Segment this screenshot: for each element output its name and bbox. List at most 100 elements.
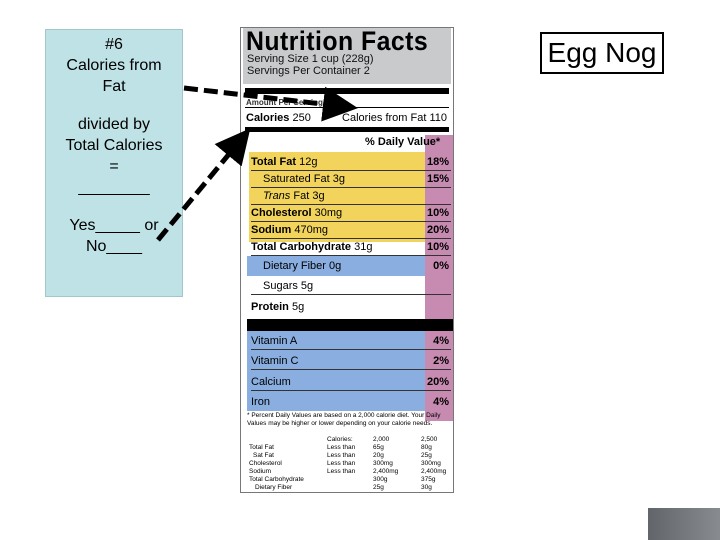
servings-per-container: Servings Per Container 2 <box>247 65 370 77</box>
nutrient-amount: 31g <box>354 241 373 253</box>
table-cell: Total Fat <box>249 444 274 451</box>
calories-row: Calories 250 Calories from Fat 110 <box>246 112 450 124</box>
thick-divider <box>247 319 453 331</box>
nutrient-name: Total Fat <box>251 156 297 168</box>
nutrient-row: Sugars 5g <box>251 278 451 295</box>
label-heading: Nutrition Facts <box>246 26 429 56</box>
nutrient-pct: 0% <box>433 260 449 272</box>
table-cell: 80g <box>421 444 432 451</box>
table-cell: Less than <box>327 460 356 467</box>
table-header: 2,500 <box>421 436 438 443</box>
question-card: #6 Calories from Fat divided by Total Ca… <box>45 29 183 297</box>
table-cell: 300g <box>373 476 388 483</box>
table-cell: 30g <box>421 484 432 491</box>
nutrient-name: Total Carbohydrate <box>251 241 352 253</box>
table-cell: Less than <box>327 452 356 459</box>
serving-info: Serving Size 1 cup (228g) Servings Per C… <box>247 53 374 77</box>
table-cell: 65g <box>373 444 384 451</box>
table-cell: 2,400mg <box>421 468 447 475</box>
nutrient-name: Dietary Fiber <box>263 260 326 272</box>
vitamin-name: Vitamin C <box>251 355 299 367</box>
table-cell: Cholesterol <box>249 460 282 467</box>
vitamin-name: Vitamin A <box>251 335 298 347</box>
serving-size: Serving Size 1 cup (228g) <box>247 53 374 65</box>
fat-highlight <box>249 152 425 242</box>
vitamin-row: Calcium 20% <box>251 374 451 391</box>
table-cell: 375g <box>421 476 436 483</box>
nutrient-row: Total Fat 12g 18% <box>251 154 451 171</box>
nutrient-amount: 5g <box>300 280 314 292</box>
calories-label: Calories <box>246 112 290 124</box>
nutrient-row: Total Carbohydrate 31g 10% <box>251 239 451 256</box>
card-line: No____ <box>85 238 143 255</box>
nutrient-row: Sodium 470mg 20% <box>251 222 451 239</box>
card-line: Fat <box>102 78 126 95</box>
nutrient-amount: 470mg <box>294 224 329 236</box>
table-cell: Total Carbohydrate <box>249 476 304 483</box>
nutrient-row: Saturated Fat 3g 15% <box>251 171 451 188</box>
nutrient-amount: 30mg <box>314 207 343 219</box>
vitamin-pct: 2% <box>433 355 449 367</box>
nutrient-row: Protein 5g <box>251 299 451 316</box>
nutrient-name: Cholesterol <box>251 207 312 219</box>
card-line: Calories from <box>66 57 162 74</box>
arrow-to-total-calories <box>156 128 251 242</box>
vitamin-pct: 20% <box>426 376 449 388</box>
nutrient-name: Sodium <box>251 224 292 236</box>
nutrient-pct: 15% <box>426 173 449 185</box>
arrow-to-fat-calories <box>183 85 358 122</box>
table-header: 2,000 <box>373 436 390 443</box>
nutrient-name: Trans <box>263 190 291 202</box>
thick-divider <box>245 127 449 132</box>
table-cell: Sodium <box>249 468 272 475</box>
table-cell: Sat Fat <box>253 452 274 459</box>
table-cell: 25g <box>421 452 432 459</box>
nutrient-name: Saturated Fat <box>263 173 330 185</box>
nutrient-amount: 0g <box>329 260 342 272</box>
table-cell: Dietary Fiber <box>255 484 293 491</box>
nutrient-amount: 3g <box>332 173 345 185</box>
card-line: = <box>109 158 119 175</box>
nutrient-amount: 5g <box>291 301 305 313</box>
footnote: * Percent Daily Values are based on a 2,… <box>247 412 441 427</box>
table-cell: Less than <box>327 444 356 451</box>
card-line: Yes_____ or <box>69 217 159 234</box>
calories-from-fat: Calories from Fat 110 <box>342 112 447 124</box>
corner-decoration <box>648 508 720 540</box>
amount-per-serving: Amount Per Serving <box>246 98 323 107</box>
nutrient-row: Cholesterol 30mg 10% <box>251 205 451 222</box>
nutrient-row: Dietary Fiber 0g 0% <box>251 258 451 275</box>
vitamin-pct: 4% <box>433 335 449 347</box>
card-line: ________ <box>78 179 150 196</box>
table-cell: 25g <box>373 484 384 491</box>
card-line: #6 <box>105 36 123 53</box>
nutrient-row: Trans Fat 3g <box>251 188 451 205</box>
table-cell: Less than <box>327 468 356 475</box>
vitamin-name: Calcium <box>251 376 291 388</box>
nutrient-pct: 20% <box>426 224 449 236</box>
daily-value-column <box>425 135 453 421</box>
vitamin-highlight <box>247 331 425 411</box>
fiber-highlight <box>247 256 425 276</box>
nutrient-amount: 12g <box>299 156 318 168</box>
label-header: Nutrition Facts Serving Size 1 cup (228g… <box>243 26 451 84</box>
vitamin-row: Vitamin C 2% <box>251 353 451 370</box>
calories-value: 250 <box>292 112 311 124</box>
nutrient-pct: 10% <box>426 241 449 253</box>
table-cell: 2,400mg <box>373 468 399 475</box>
daily-value-header: % Daily Value* <box>365 136 441 148</box>
vitamin-row: Vitamin A 4% <box>251 333 451 350</box>
table-cell: 300mg <box>373 460 393 467</box>
nutrient-name: Sugars <box>263 280 298 292</box>
nutrient-pct: 18% <box>426 156 449 168</box>
vitamin-row: Iron 4% <box>251 394 451 411</box>
product-title: Egg Nog <box>540 32 664 74</box>
table-cell: 300mg <box>421 460 441 467</box>
nutrient-pct: 10% <box>426 207 449 219</box>
vitamin-pct: 4% <box>433 396 449 408</box>
vitamin-name: Iron <box>251 396 270 408</box>
card-line: Total Calories <box>65 137 163 154</box>
card-line: divided by <box>77 116 151 133</box>
nutrient-amount: Fat 3g <box>293 190 325 202</box>
